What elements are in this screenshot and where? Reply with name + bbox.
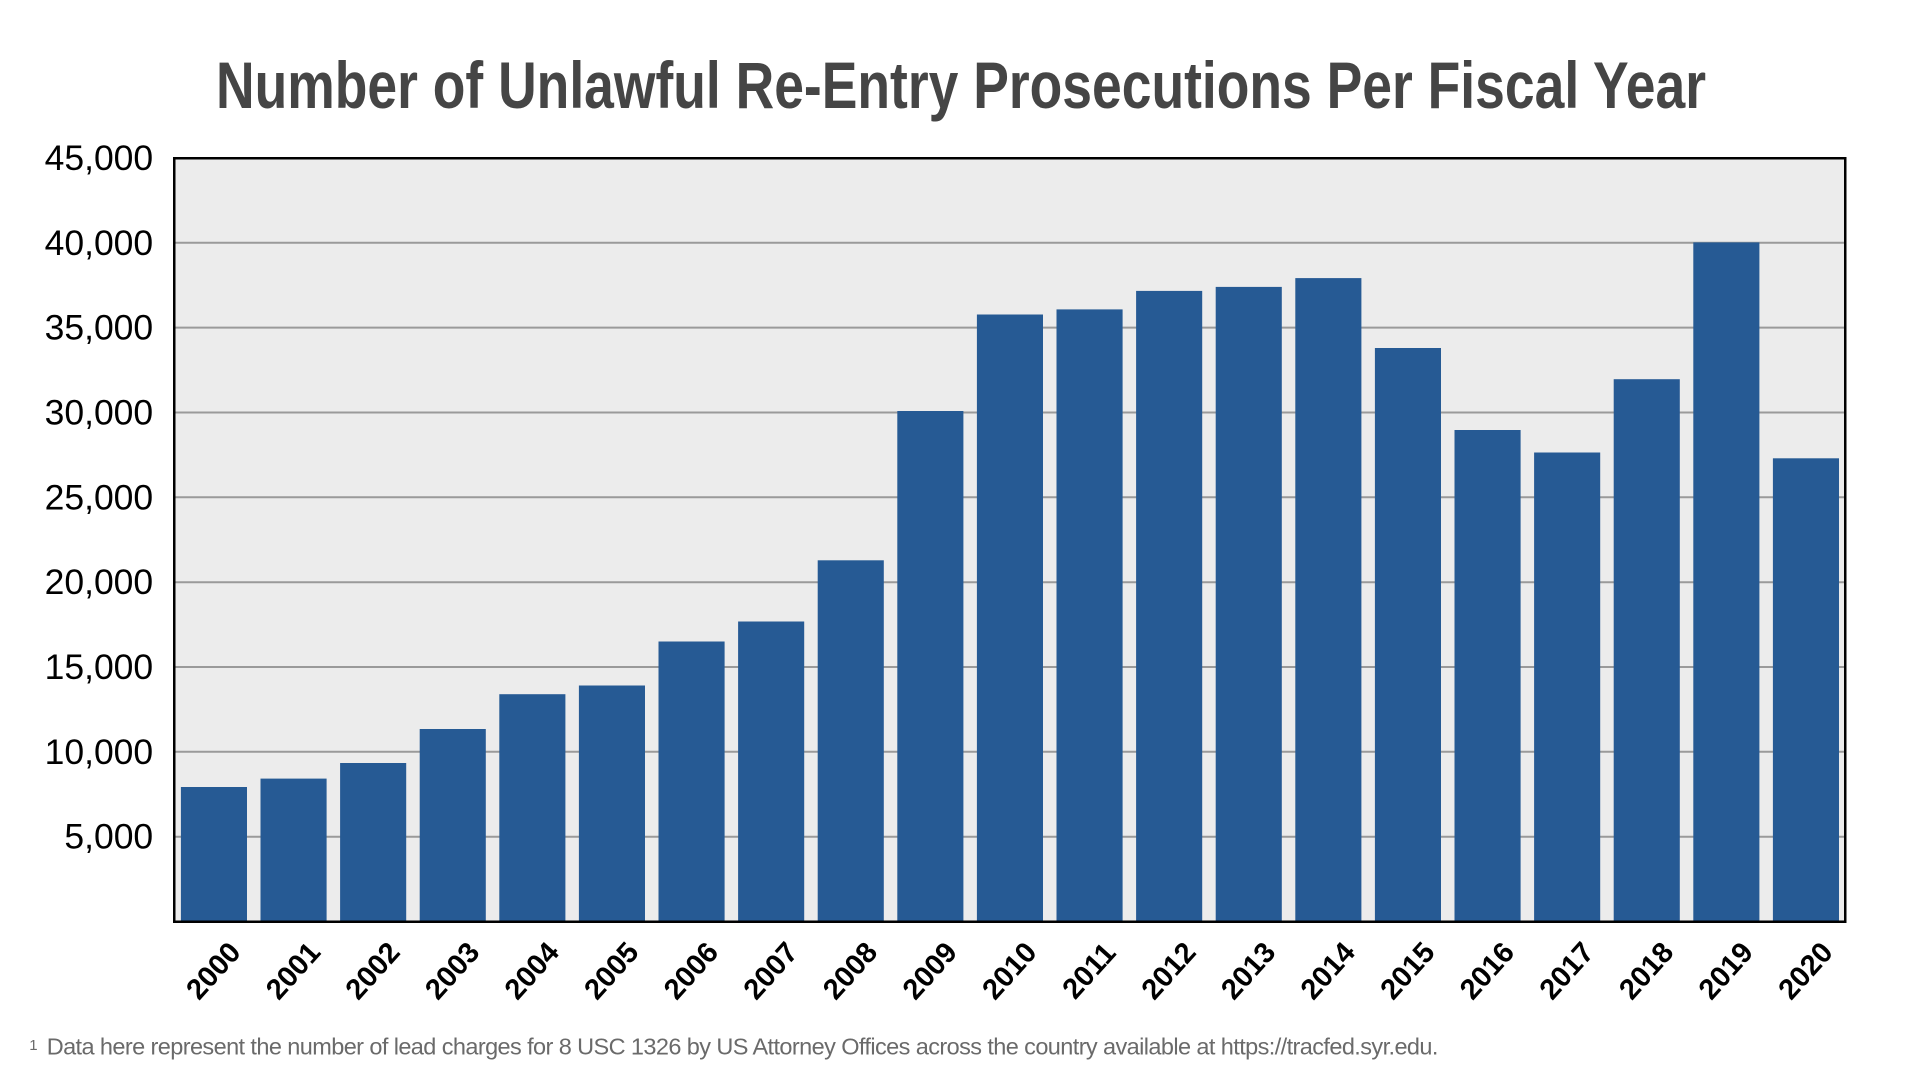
svg-text:45,000: 45,000	[45, 138, 154, 178]
svg-text:Number of Unlawful Re-Entry Pr: Number of Unlawful Re-Entry Prosecutions…	[216, 48, 1706, 122]
svg-text:30,000: 30,000	[45, 393, 154, 433]
svg-text:20,000: 20,000	[45, 562, 154, 602]
svg-text:10,000: 10,000	[45, 732, 154, 772]
svg-text:15,000: 15,000	[45, 647, 154, 687]
svg-text:25,000: 25,000	[45, 477, 154, 517]
svg-text:40,000: 40,000	[45, 223, 154, 263]
svg-text:Data here represent the number: Data here represent the number of lead c…	[47, 1034, 1438, 1060]
svg-text:5,000: 5,000	[64, 817, 153, 857]
svg-text:35,000: 35,000	[45, 308, 154, 348]
svg-text:1: 1	[29, 1037, 37, 1054]
